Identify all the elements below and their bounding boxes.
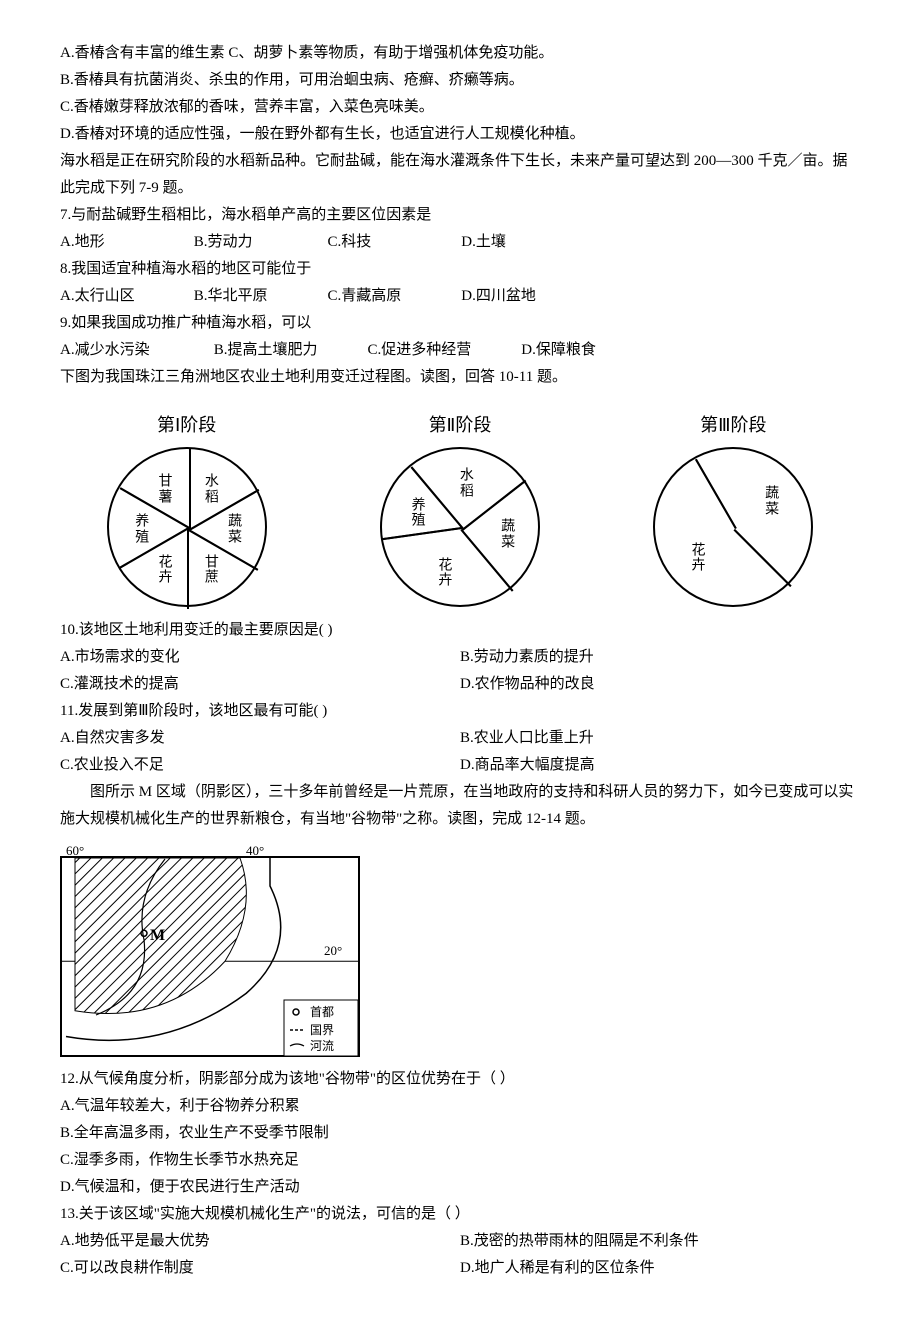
pie-chart: 养殖 水稻蔬菜花卉 — [380, 447, 540, 607]
pie-stage-2: 第Ⅱ阶段养殖 水稻蔬菜花卉 — [333, 409, 586, 607]
q11-row1: A.自然灾害多发 B.农业人口比重上升 — [60, 725, 860, 752]
svg-text:国界: 国界 — [310, 1023, 334, 1037]
pie-chart: 花卉 蔬菜 — [653, 447, 813, 607]
q10-c: C.灌溉技术的提高 — [60, 671, 460, 698]
pie-slice-label: 蔬菜 — [228, 514, 242, 545]
q10-stem: 10.该地区土地利用变迁的最主要原因是( ) — [60, 617, 860, 644]
q12-stem: 12.从气候角度分析，阴影部分成为该地"谷物带"的区位优势在于（ ） — [60, 1066, 860, 1093]
q7-b: B.劳动力 — [194, 229, 324, 256]
q13-stem: 13.关于该区域"实施大规模机械化生产"的说法，可信的是（ ） — [60, 1201, 860, 1228]
svg-text:60°: 60° — [66, 843, 84, 858]
q11-c: C.农业投入不足 — [60, 752, 460, 779]
q10-row2: C.灌溉技术的提高 D.农作物品种的改良 — [60, 671, 860, 698]
q12-c: C.湿季多雨，作物生长季节水热充足 — [60, 1147, 860, 1174]
q13-b: B.茂密的热带雨林的阻隔是不利条件 — [460, 1228, 860, 1255]
q12-d: D.气候温和，便于农民进行生产活动 — [60, 1174, 860, 1201]
q9-stem: 9.如果我国成功推广种植海水稻，可以 — [60, 310, 860, 337]
q10-b: B.劳动力素质的提升 — [460, 644, 860, 671]
pie-stage-1: 第Ⅰ阶段养殖甘薯 水稻蔬菜甘蔗 花卉 — [60, 409, 313, 607]
pie-slice-label: 甘蔗 — [205, 554, 219, 585]
q7-a: A.地形 — [60, 229, 190, 256]
q8-options: A.太行山区 B.华北平原 C.青藏高原 D.四川盆地 — [60, 283, 860, 310]
intro-12to14: 图所示 M 区域（阴影区），三十多年前曾经是一片荒原，在当地政府的支持和科研人员… — [60, 779, 860, 833]
q11-row2: C.农业投入不足 D.商品率大幅度提高 — [60, 752, 860, 779]
q13-row2: C.可以改良耕作制度 D.地广人稀是有利的区位条件 — [60, 1255, 860, 1282]
pie-slice-label: 水稻 — [460, 468, 474, 499]
q13-c: C.可以改良耕作制度 — [60, 1255, 460, 1282]
q12-b: B.全年高温多雨，农业生产不受季节限制 — [60, 1120, 860, 1147]
pie-slice-label: 花卉 — [158, 554, 172, 585]
q11-d: D.商品率大幅度提高 — [460, 752, 860, 779]
svg-text:河流: 河流 — [310, 1039, 334, 1053]
pie-title: 第Ⅱ阶段 — [429, 409, 492, 441]
opt-b: B.香椿具有抗菌消炎、杀虫的作用，可用治蛔虫病、疮癣、疥癞等病。 — [60, 67, 860, 94]
pie-slice-label: 蔬菜 — [765, 486, 779, 517]
svg-text:M: M — [150, 927, 165, 944]
svg-text:首都: 首都 — [310, 1005, 334, 1019]
map-svg: 60° 40° 20° M 首都国界河流 — [60, 843, 360, 1058]
q9-b: B.提高土壤肥力 — [214, 337, 364, 364]
q13-row1: A.地势低平是最大优势 B.茂密的热带雨林的阻隔是不利条件 — [60, 1228, 860, 1255]
pie-slice-label: 花卉 — [692, 542, 706, 573]
pie-title: 第Ⅰ阶段 — [157, 409, 216, 441]
q7-options: A.地形 B.劳动力 C.科技 D.土壤 — [60, 229, 860, 256]
q13-d: D.地广人稀是有利的区位条件 — [460, 1255, 860, 1282]
q7-d: D.土壤 — [461, 229, 506, 256]
q10-a: A.市场需求的变化 — [60, 644, 460, 671]
q9-d: D.保障粮食 — [521, 337, 596, 364]
opt-d: D.香椿对环境的适应性强，一般在野外都有生长，也适宜进行人工规模化种植。 — [60, 121, 860, 148]
q9-options: A.减少水污染 B.提高土壤肥力 C.促进多种经营 D.保障粮食 — [60, 337, 860, 364]
pie-slice-label: 养殖 — [135, 514, 149, 545]
pie-slice-label: 蔬菜 — [501, 519, 515, 550]
pie-slice-label: 养殖 — [412, 497, 426, 528]
q12-a: A.气温年较差大，利于谷物养分积累 — [60, 1093, 860, 1120]
q10-d: D.农作物品种的改良 — [460, 671, 860, 698]
q9-c: C.促进多种经营 — [368, 337, 518, 364]
q11-stem: 11.发展到第Ⅲ阶段时，该地区最有可能( ) — [60, 698, 860, 725]
pie-charts: 第Ⅰ阶段养殖甘薯水稻蔬菜甘蔗花卉第Ⅱ阶段养殖水稻蔬菜花卉第Ⅲ阶段花卉蔬菜 — [60, 409, 860, 607]
pie-slice-label: 甘薯 — [158, 474, 172, 505]
q7-stem: 7.与耐盐碱野生稻相比，海水稻单产高的主要区位因素是 — [60, 202, 860, 229]
q7-c: C.科技 — [328, 229, 458, 256]
pie-title: 第Ⅲ阶段 — [700, 409, 766, 441]
q10-row1: A.市场需求的变化 B.劳动力素质的提升 — [60, 644, 860, 671]
q13-a: A.地势低平是最大优势 — [60, 1228, 460, 1255]
map-figure: 60° 40° 20° M 首都国界河流 — [60, 843, 360, 1058]
intro-10to11: 下图为我国珠江三角洲地区农业土地利用变迁过程图。读图，回答 10-11 题。 — [60, 364, 860, 391]
pie-slice-label: 水稻 — [205, 474, 219, 505]
q11-b: B.农业人口比重上升 — [460, 725, 860, 752]
opt-c: C.香椿嫩芽释放浓郁的香味，营养丰富，入菜色亮味美。 — [60, 94, 860, 121]
opt-a: A.香椿含有丰富的维生素 C、胡萝卜素等物质，有助于增强机体免疫功能。 — [60, 40, 860, 67]
pie-chart: 养殖甘薯 水稻蔬菜甘蔗 花卉 — [107, 447, 267, 607]
svg-text:20°: 20° — [324, 943, 342, 958]
q11-a: A.自然灾害多发 — [60, 725, 460, 752]
q8-d: D.四川盆地 — [461, 283, 536, 310]
q8-c: C.青藏高原 — [328, 283, 458, 310]
svg-text:40°: 40° — [246, 843, 264, 858]
q8-a: A.太行山区 — [60, 283, 190, 310]
q8-b: B.华北平原 — [194, 283, 324, 310]
intro-7to9: 海水稻是正在研究阶段的水稻新品种。它耐盐碱，能在海水灌溉条件下生长，未来产量可望… — [60, 148, 860, 202]
q9-a: A.减少水污染 — [60, 337, 210, 364]
q8-stem: 8.我国适宜种植海水稻的地区可能位于 — [60, 256, 860, 283]
pie-stage-3: 第Ⅲ阶段花卉 蔬菜 — [607, 409, 860, 607]
pie-slice-label: 花卉 — [438, 557, 452, 588]
